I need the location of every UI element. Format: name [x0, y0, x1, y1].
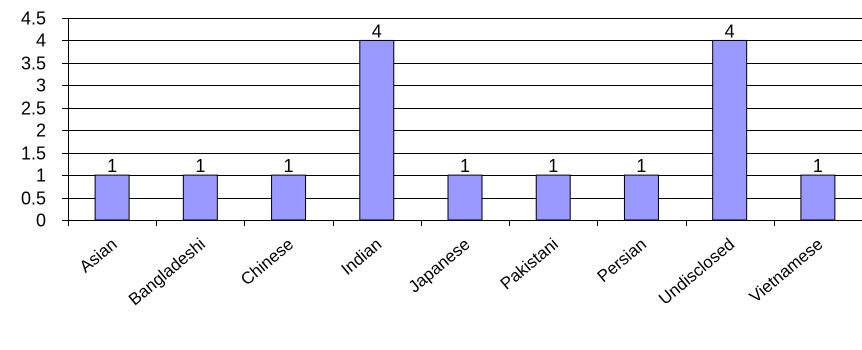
- y-tick-label: 0.5: [21, 189, 46, 209]
- y-tick-label: 3.5: [21, 54, 46, 74]
- data-label: 1: [195, 156, 205, 176]
- data-label: 1: [813, 156, 823, 176]
- bar: [712, 39, 748, 221]
- bar: [447, 174, 483, 221]
- y-tick-label: 1: [36, 166, 46, 186]
- x-category-label: Persian: [594, 235, 650, 287]
- y-tick-label: 2.5: [21, 99, 46, 119]
- x-category-label: Vietnamese: [746, 235, 827, 307]
- bar: [271, 174, 307, 221]
- x-category-label: Pakistani: [497, 235, 562, 294]
- bar: [623, 174, 659, 221]
- data-label: 4: [372, 21, 382, 41]
- data-label: 4: [725, 21, 735, 41]
- x-category-label: Bangladeshi: [125, 235, 209, 310]
- data-label: 1: [460, 156, 470, 176]
- x-category-label: Chinese: [237, 235, 297, 290]
- y-tick-label: 0: [36, 211, 46, 231]
- x-category-label: Asian: [76, 235, 121, 277]
- x-axis-category-labels: Asian Bangladeshi Chinese Indian Japanese Pak…: [76, 235, 827, 310]
- bar: [182, 174, 218, 221]
- data-label: 1: [636, 156, 646, 176]
- x-category-label: Undisclosed: [655, 235, 738, 309]
- data-label: 1: [107, 156, 117, 176]
- data-labels: 1 1 1 4 1 1 1 4 1: [107, 21, 823, 176]
- y-tick-label: 1.5: [21, 144, 46, 164]
- y-axis-tick-labels: 00.5 11.5 22.5 33.5 44.5: [21, 9, 46, 231]
- data-label: 1: [548, 156, 558, 176]
- bars: [94, 39, 836, 221]
- bar: [359, 39, 395, 221]
- bar: [535, 174, 571, 221]
- x-category-label: Indian: [338, 235, 386, 279]
- bar: [800, 174, 836, 221]
- y-tick-label: 4.5: [21, 9, 46, 29]
- y-tick-label: 3: [36, 76, 46, 96]
- bar: [94, 174, 130, 221]
- data-label: 1: [284, 156, 294, 176]
- y-tick-label: 2: [36, 121, 46, 141]
- y-tick-label: 4: [36, 31, 46, 51]
- x-category-label: Japanese: [405, 235, 474, 297]
